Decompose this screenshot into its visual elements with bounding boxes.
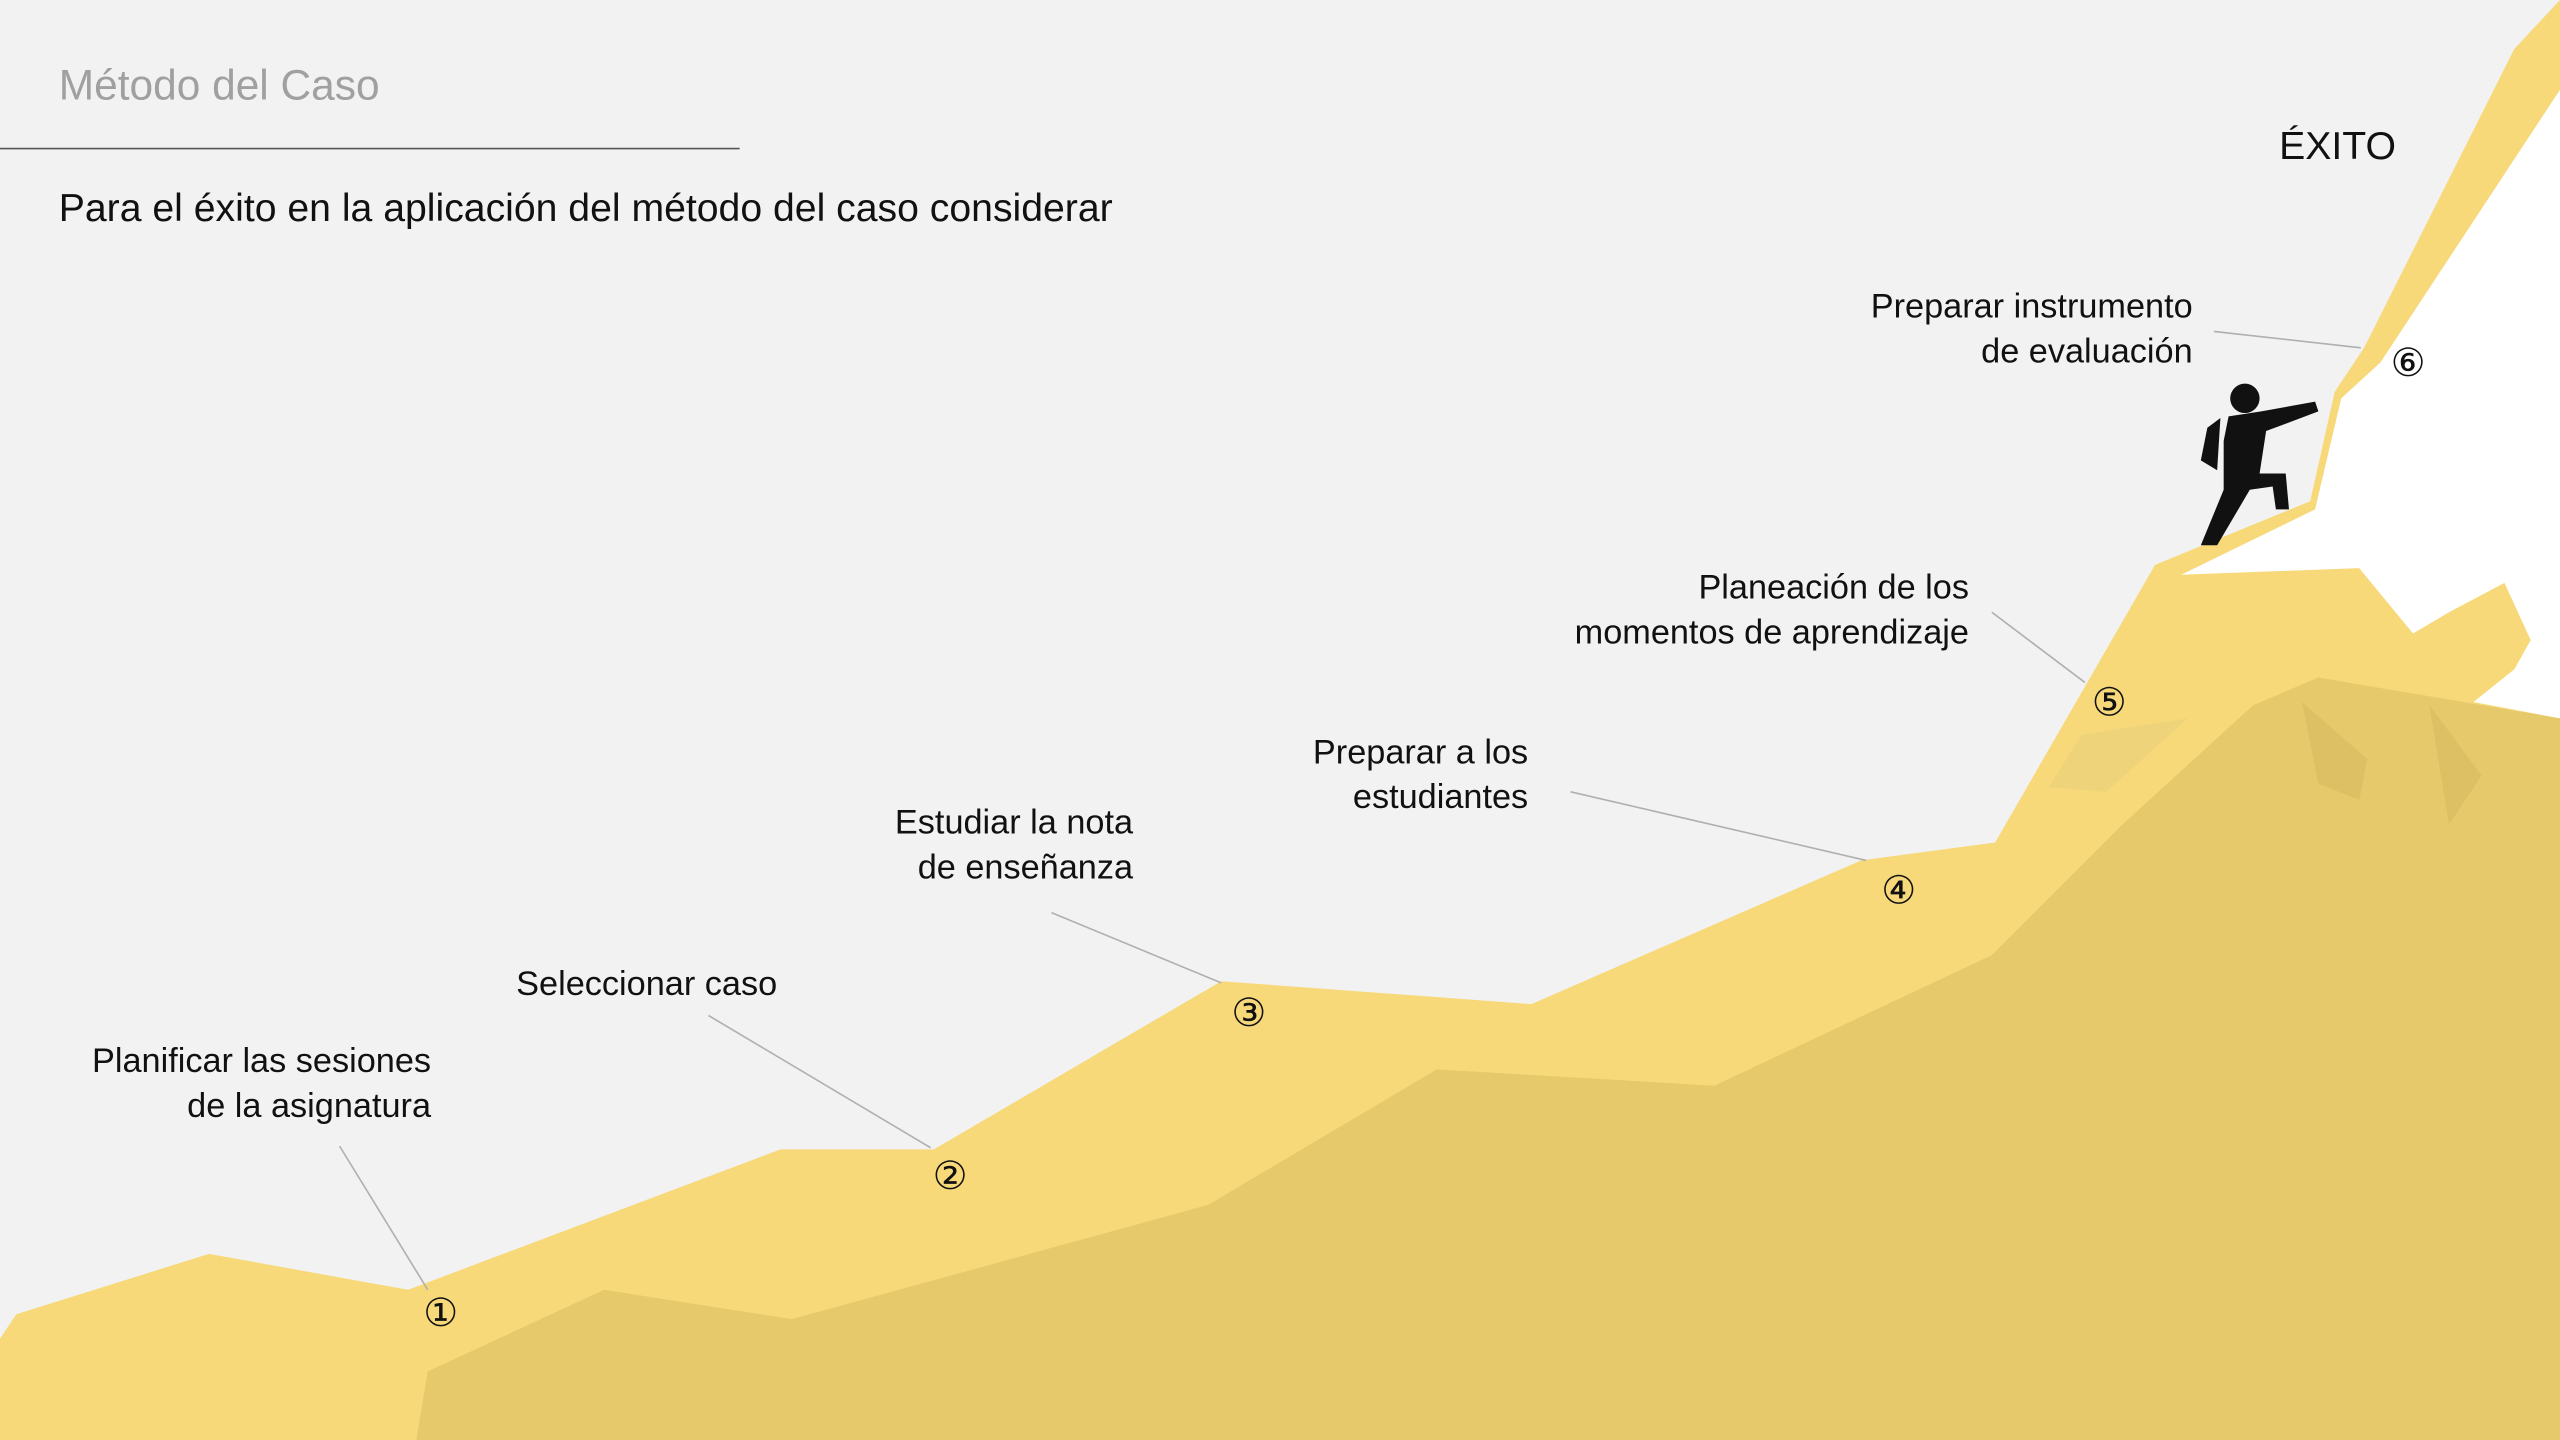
step-label: momentos de aprendizaje — [1575, 613, 1969, 651]
leader-line — [708, 1014, 932, 1149]
title: Método del Caso — [59, 61, 380, 108]
step-label: Preparar a los — [1313, 733, 1528, 771]
step-label: de la asignatura — [187, 1087, 432, 1125]
step-label: Seleccionar caso — [516, 965, 777, 1003]
subtitle: Para el éxito en la aplicación del métod… — [59, 187, 1113, 230]
leader-line — [1051, 911, 1222, 984]
step-label: Planeación de los — [1698, 568, 1969, 606]
hill-facet — [2048, 718, 2188, 792]
step-label: de enseñanza — [918, 848, 1134, 886]
step-label: de evaluación — [1981, 333, 2192, 371]
leader-line — [1570, 791, 1867, 862]
peak-label: ÉXITO — [2279, 125, 2396, 168]
step-label: Preparar instrumento — [1871, 288, 2193, 326]
leader-line — [1991, 611, 2086, 684]
hills — [416, 677, 2560, 1440]
step-number: ④ — [1881, 869, 1916, 912]
step-number: ① — [423, 1292, 458, 1335]
step-number: ③ — [1231, 992, 1266, 1035]
leader-line — [338, 1145, 429, 1291]
step-number: ⑥ — [2391, 342, 2426, 385]
rock — [2204, 574, 2360, 647]
hill-facet — [2429, 705, 2482, 825]
step-label: Planificar las sesiones — [92, 1042, 431, 1080]
leader-line — [2213, 330, 2361, 349]
peak-snow — [2181, 89, 2560, 641]
step-label: Estudiar la nota — [895, 804, 1134, 842]
snow-patch — [2473, 587, 2560, 719]
step-label: estudiantes — [1353, 778, 1528, 816]
step-number: ② — [933, 1155, 968, 1198]
step-number: ⑤ — [2092, 682, 2127, 725]
hill-facet — [2302, 702, 2368, 800]
